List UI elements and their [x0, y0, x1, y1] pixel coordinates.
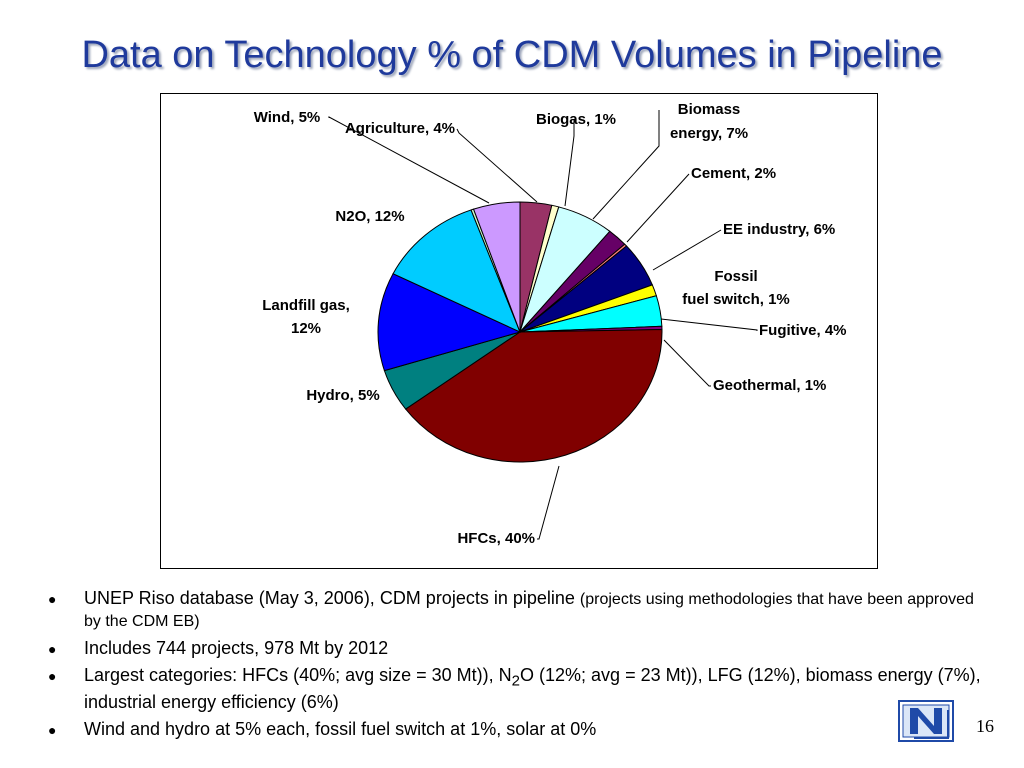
pie-slice	[404, 329, 663, 463]
bullet-dot-icon: ●	[48, 721, 57, 738]
leader-line	[537, 465, 560, 540]
bullet-text: Largest categories: HFCs (40%; avg size …	[84, 665, 512, 685]
company-logo-icon	[898, 700, 954, 742]
bullet-text: Wind and hydro at 5% each, fossil fuel s…	[84, 718, 597, 739]
pie-slice	[472, 201, 521, 333]
leader-line	[663, 339, 711, 387]
slice-label: 12%	[291, 320, 321, 337]
slice-label: Hydro, 5%	[306, 387, 379, 404]
bullet-item: ● Includes 744 projects, 978 Mt by 2012	[46, 638, 986, 659]
bullet-note: (projects using methodologies that have …	[84, 591, 974, 630]
bullet-dot-icon: ●	[48, 668, 57, 684]
slice-label: Fugitive, 4%	[759, 322, 847, 339]
slice-label: Cement, 2%	[691, 165, 776, 182]
leader-line	[652, 229, 722, 271]
bullet-list: ● UNEP Riso database (May 3, 2006), CDM …	[46, 588, 986, 746]
pie-chart-frame: Agriculture, 4% Biogas, 1% Biomass energy, …	[160, 93, 878, 569]
slice-label: Geothermal, 1%	[713, 377, 826, 394]
slice-label: Landfill gas,	[262, 297, 350, 314]
pie-chart: Agriculture, 4% Biogas, 1% Biomass energy, …	[254, 101, 847, 547]
slice-label: fuel switch, 1%	[682, 291, 790, 308]
bullet-item: ● Wind and hydro at 5% each, fossil fuel…	[46, 719, 986, 740]
leader-line	[626, 173, 690, 243]
bullet-text-cont: O (12%; avg = 23 Mt)), LFG (12%), biomas…	[84, 665, 981, 712]
slice-label: EE industry, 6%	[723, 221, 835, 238]
leader-line	[328, 116, 490, 204]
slice-label: Agriculture, 4%	[345, 120, 455, 137]
slide-title: Data on Technology % of CDM Volumes in P…	[81, 34, 943, 76]
bullet-dot-icon: ●	[48, 591, 57, 607]
slice-label: HFCs, 40%	[457, 530, 535, 547]
pie-slice	[392, 209, 521, 333]
bullet-text: UNEP Riso database (May 3, 2006), CDM pr…	[84, 588, 580, 608]
slice-label: energy, 7%	[670, 125, 748, 142]
slice-label: N2O, 12%	[335, 208, 404, 225]
leader-line	[456, 128, 538, 203]
bullet-item: ● Largest categories: HFCs (40%; avg siz…	[46, 665, 986, 713]
leader-line	[564, 120, 575, 207]
leader-line	[660, 318, 758, 331]
bullet-dot-icon: ●	[48, 641, 57, 657]
leader-line	[592, 110, 660, 220]
bullet-text: Includes 744 projects, 978 Mt by 2012	[84, 638, 389, 658]
slice-label: Biogas, 1%	[536, 111, 616, 128]
page-number: 16	[976, 716, 994, 736]
pie-slice	[377, 273, 522, 372]
slice-label: Biomass	[678, 101, 741, 118]
bullet-item: ● UNEP Riso database (May 3, 2006), CDM …	[46, 588, 986, 632]
subscript: 2	[511, 672, 521, 690]
slice-label: Fossil	[714, 268, 757, 285]
slice-label: Wind, 5%	[254, 109, 321, 126]
